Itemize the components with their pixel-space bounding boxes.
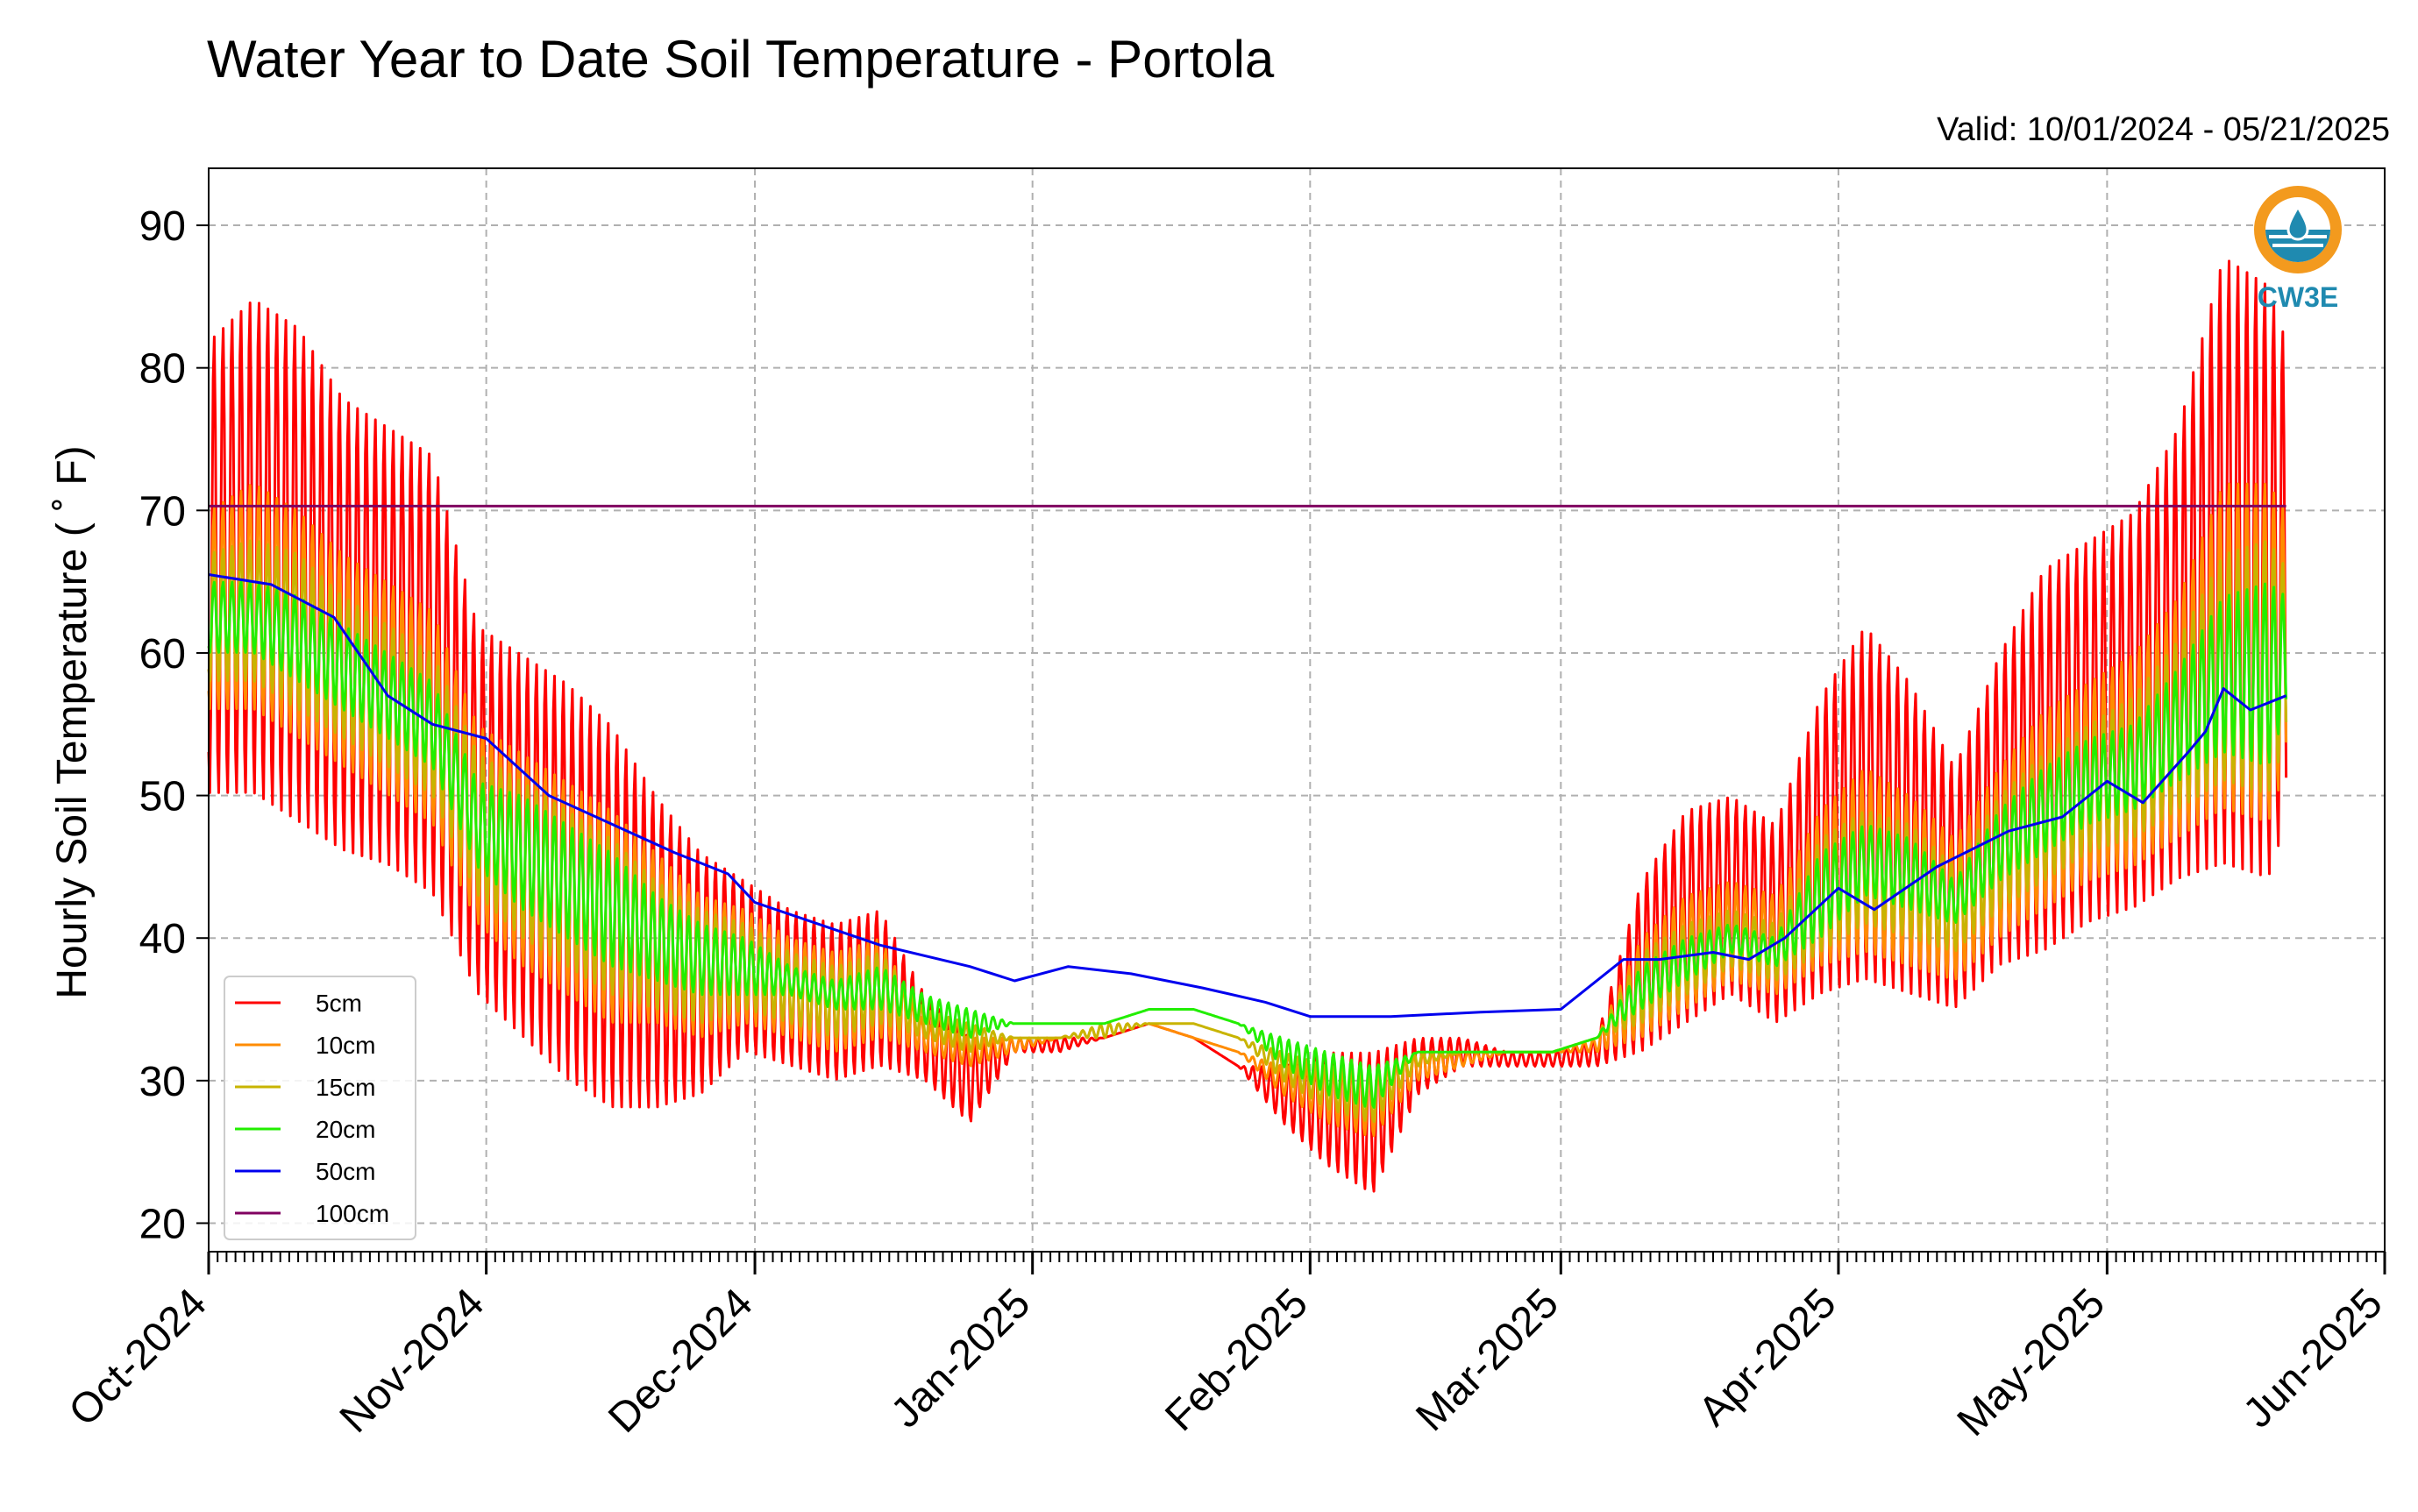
- series-line-50cm: [208, 573, 2287, 1019]
- water-drop-icon: [2286, 203, 2309, 241]
- x-tick-label: Apr-2025: [1690, 1280, 1846, 1435]
- y-tick-label: 90: [139, 203, 186, 250]
- x-tick-label: Jun-2025: [2235, 1280, 2392, 1437]
- x-tick-label: Feb-2025: [1156, 1280, 1317, 1440]
- x-tick-label: May-2025: [1949, 1280, 2114, 1445]
- legend: 5cm 10cm 15cm 20cm 50cm 100cm: [224, 976, 416, 1240]
- legend-label: 50cm: [316, 1158, 375, 1185]
- series-line-20cm: [207, 580, 2288, 1109]
- plot-frame: [208, 167, 2386, 1253]
- x-tick-label: Jan-2025: [882, 1280, 1039, 1437]
- y-tick-label: 60: [139, 631, 186, 678]
- cw3e-logo: CW3E: [2250, 184, 2346, 316]
- series-layer: [207, 259, 2288, 1193]
- series-line-5cm: [207, 259, 2288, 1193]
- logo-text: CW3E: [2258, 281, 2338, 313]
- legend-label: 100cm: [316, 1200, 389, 1227]
- valid-date-range: Valid: 10/01/2024 - 05/21/2025: [1937, 111, 2390, 148]
- legend-label: 10cm: [316, 1032, 375, 1059]
- y-tick-label: 80: [139, 346, 186, 393]
- y-tick-label: 20: [139, 1201, 186, 1247]
- y-tick-label: 30: [139, 1059, 186, 1105]
- y-tick-label: 50: [139, 774, 186, 820]
- x-tick-label: Oct-2024: [60, 1280, 216, 1435]
- chart-title: Water Year to Date Soil Temperature - Po…: [207, 30, 1275, 89]
- legend-label: 5cm: [316, 990, 362, 1017]
- x-tick-label: Nov-2024: [331, 1280, 494, 1442]
- legend-label: 20cm: [316, 1116, 375, 1143]
- grid-lines: [208, 168, 2386, 1252]
- x-minor-ticks: [208, 1252, 2386, 1262]
- y-tick-label: 70: [139, 488, 186, 535]
- legend-label: 15cm: [316, 1074, 375, 1101]
- y-tick-label: 40: [139, 916, 186, 962]
- axes: 20 30 40 50 60 70 80 90 Oct-2024 Nov-2024 Dec-2024…: [60, 203, 2392, 1445]
- legend-box: [224, 976, 416, 1240]
- y-axis-label: Hourly Soil Temperature ( ˚ F): [49, 445, 96, 998]
- x-tick-label: Mar-2025: [1407, 1280, 1568, 1440]
- x-tick-label: Dec-2024: [600, 1280, 762, 1442]
